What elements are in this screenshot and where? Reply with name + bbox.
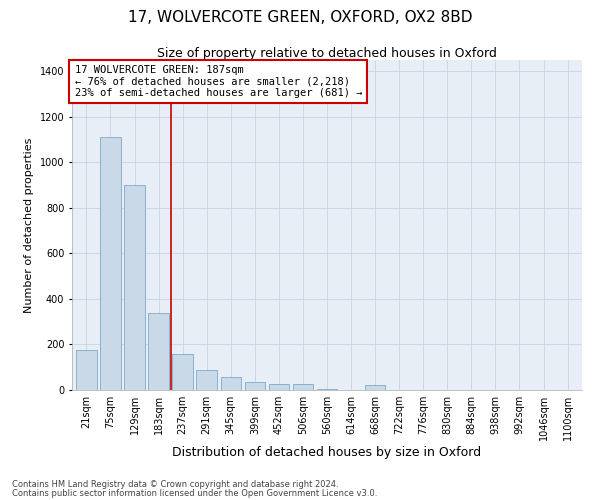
Bar [76,350,97,390]
Bar [100,138,121,390]
Bar [269,384,289,390]
Bar [196,370,217,390]
X-axis label: Distribution of detached houses by size in Oxford: Distribution of detached houses by size … [172,446,482,458]
Title: Size of property relative to detached houses in Oxford: Size of property relative to detached ho… [157,47,497,60]
Bar [172,354,193,390]
Text: 17 WOLVERCOTE GREEN: 187sqm
← 76% of detached houses are smaller (2,218)
23% of : 17 WOLVERCOTE GREEN: 187sqm ← 76% of det… [74,65,362,98]
Bar [221,378,241,390]
Y-axis label: Number of detached properties: Number of detached properties [24,138,34,312]
Text: Contains HM Land Registry data © Crown copyright and database right 2024.: Contains HM Land Registry data © Crown c… [12,480,338,489]
Bar [245,382,265,390]
Text: Contains public sector information licensed under the Open Government Licence v3: Contains public sector information licen… [12,488,377,498]
Bar [293,384,313,390]
Bar [124,185,145,390]
Bar [317,389,337,390]
Text: 17, WOLVERCOTE GREEN, OXFORD, OX2 8BD: 17, WOLVERCOTE GREEN, OXFORD, OX2 8BD [128,10,472,25]
Bar [365,385,385,390]
Bar [148,312,169,390]
